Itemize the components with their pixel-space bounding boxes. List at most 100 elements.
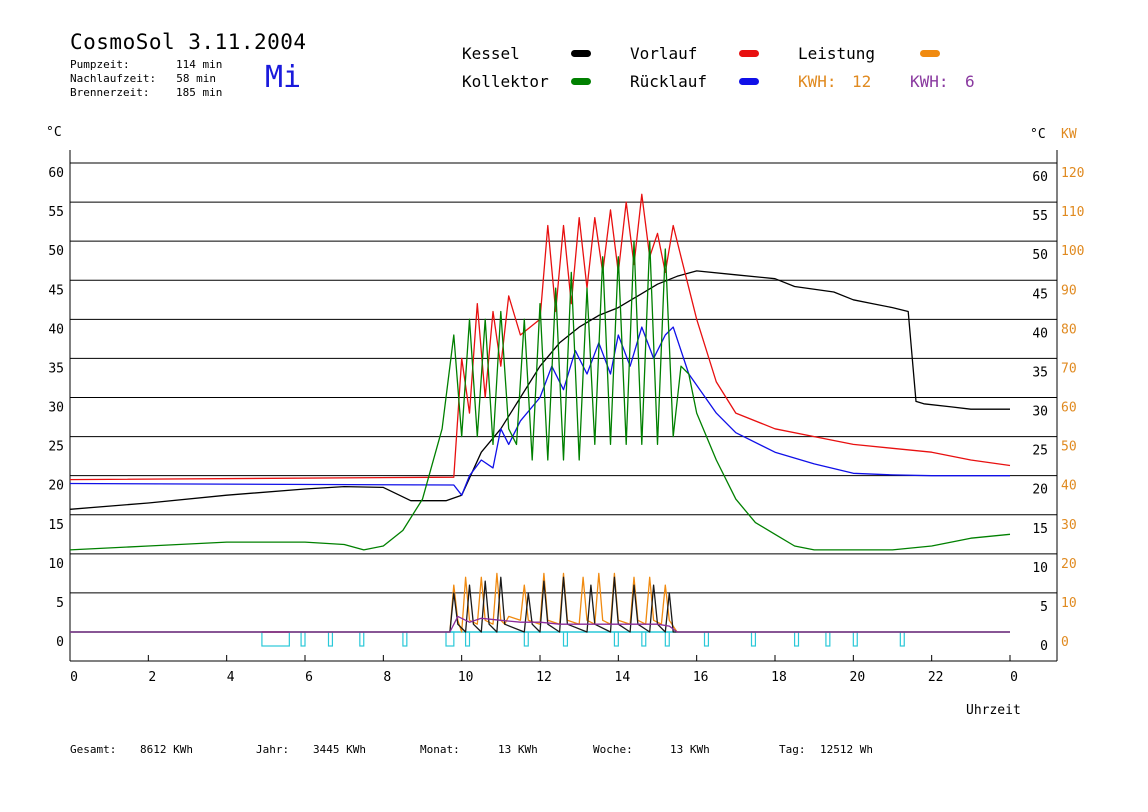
footer-tag-value: 12512 Wh <box>820 743 873 756</box>
nachlaufzeit-value: 58 min <box>176 72 216 85</box>
footer-monat-value: 13 KWh <box>498 743 538 756</box>
y2-tick-label-power: 10 <box>1061 596 1077 611</box>
kwh-label-2: KWH: <box>910 72 949 91</box>
x-tick-label: 0 <box>1010 670 1018 685</box>
y-tick-label-left: 20 <box>48 479 64 494</box>
legend-label-leistung: Leistung <box>798 44 876 63</box>
legend-swatch-vorlauf <box>739 50 759 57</box>
x-tick-label: 6 <box>305 670 313 685</box>
y-tick-label-left: 60 <box>48 166 64 181</box>
footer-woche-value: 13 KWh <box>670 743 710 756</box>
y-tick-label-right: 25 <box>1032 444 1048 459</box>
footer-tag-label: Tag: <box>779 743 806 756</box>
y2-tick-label-power: 120 <box>1061 166 1084 181</box>
grid-layer <box>70 162 1057 594</box>
kwh-value-2: 6 <box>965 72 975 91</box>
x-tick-label: 0 <box>70 670 78 685</box>
y-tick-label-right: 20 <box>1032 483 1048 498</box>
y2-tick-label-power: 60 <box>1061 401 1077 416</box>
y-tick-label-left: 40 <box>48 322 64 337</box>
switching-event <box>703 631 710 647</box>
brennerzeit-label: Brennerzeit: <box>70 86 150 99</box>
series-line-brenner <box>70 576 1010 633</box>
x-tick-label: 16 <box>693 670 709 685</box>
footer-monat-label: Monat: <box>420 743 460 756</box>
y-tick-label-left: 35 <box>48 361 64 376</box>
y-tick-label-right: 50 <box>1032 248 1048 263</box>
legend-label-ruecklauf: Rücklauf <box>630 72 708 91</box>
switching-event <box>899 631 905 647</box>
series-line-kessel <box>69 270 1010 510</box>
y-tick-label-left: 25 <box>48 440 64 455</box>
x-tick-label: 8 <box>383 670 391 685</box>
y2-tick-label-power: 50 <box>1061 440 1077 455</box>
switching-event <box>793 631 800 647</box>
series-line-vorlauf <box>69 193 1011 481</box>
switching-event <box>613 631 619 647</box>
y2-tick-label-power: 100 <box>1061 244 1084 259</box>
switching-event <box>523 631 529 647</box>
x-tick-label: 18 <box>771 670 787 685</box>
y2-tick-label-power: 70 <box>1061 361 1077 376</box>
axes-layer <box>69 150 1058 662</box>
series-layer <box>69 193 1011 633</box>
switching-event <box>300 631 306 647</box>
x-axis-label: Uhrzeit <box>966 703 1021 718</box>
legend-swatch-ruecklauf <box>739 78 759 85</box>
y2-tick-label-power: 110 <box>1061 205 1084 220</box>
legend-label-vorlauf: Vorlauf <box>630 44 698 63</box>
legend-swatch-leistung <box>920 50 940 57</box>
y2-tick-label-power: 80 <box>1061 322 1077 337</box>
series-line-rücklauf <box>69 326 1010 496</box>
y-tick-label-left: 15 <box>48 518 64 533</box>
legend-label-kollektor: Kollektor <box>462 72 549 91</box>
nachlaufzeit-label: Nachlaufzeit: <box>70 72 157 85</box>
x-tick-label: 4 <box>227 670 235 685</box>
footer-gesamt-value: 8612 KWh <box>140 743 193 756</box>
switching-event <box>402 631 408 647</box>
switching-event <box>641 631 647 647</box>
series-line-leistung <box>70 572 1010 633</box>
y-tick-label-right: 30 <box>1032 405 1048 420</box>
footer-jahr-value: 3445 KWh <box>313 743 366 756</box>
y-tick-label-left: 45 <box>48 283 64 298</box>
footer-jahr-label: Jahr: <box>256 743 290 756</box>
y-tick-label-right: 35 <box>1032 365 1048 380</box>
y-tick-label-left: 55 <box>48 205 64 220</box>
y-axis-unit-left: °C <box>46 125 62 140</box>
y2-tick-label-power: 90 <box>1061 283 1077 298</box>
y-tick-label-right: 40 <box>1032 326 1048 341</box>
switching-event <box>261 631 290 647</box>
x-tick-label: 20 <box>850 670 866 685</box>
weekday-label: Mi <box>265 60 302 95</box>
x-tick-label: 2 <box>148 670 156 685</box>
y-tick-label-left: 50 <box>48 244 64 259</box>
y-tick-label-right: 55 <box>1032 209 1048 224</box>
y2-tick-label-power: 30 <box>1061 518 1077 533</box>
switching-event <box>445 631 455 647</box>
x-tick-label: 12 <box>536 670 552 685</box>
y-tick-label-right: 10 <box>1032 561 1048 576</box>
x-tick-label: 10 <box>458 670 474 685</box>
y2-tick-label-power: 20 <box>1061 557 1077 572</box>
switching-event <box>359 631 365 647</box>
pumpzeit-label: Pumpzeit: <box>70 58 130 71</box>
x-tick-label: 14 <box>615 670 631 685</box>
switching-event <box>750 631 757 647</box>
legend-swatch-kollektor <box>571 78 591 85</box>
y-tick-label-right: 45 <box>1032 287 1048 302</box>
y-axis-unit-power: KW <box>1061 127 1077 142</box>
series-line-kollektor <box>69 240 1011 551</box>
switching-event <box>562 631 569 647</box>
switching-event <box>464 631 471 647</box>
switching-events-layer <box>70 631 1010 647</box>
switching-event <box>327 631 334 647</box>
switching-event <box>852 631 858 647</box>
y-tick-label-left: 5 <box>56 596 64 611</box>
y-tick-label-right: 15 <box>1032 522 1048 537</box>
footer-woche-label: Woche: <box>593 743 633 756</box>
y-tick-label-left: 30 <box>48 401 64 416</box>
legend-label-kessel: Kessel <box>462 44 520 63</box>
y-axis-unit-right: °C <box>1030 127 1046 142</box>
